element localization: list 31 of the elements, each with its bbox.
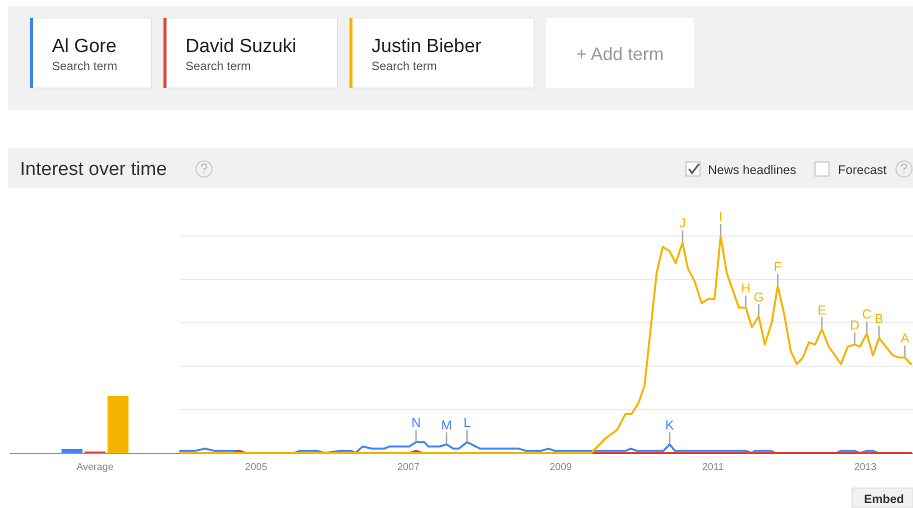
text: David Suzuki [186,36,296,57]
text: Forecast [838,163,888,177]
annotation: I [718,209,722,224]
annotation: B [874,310,884,326]
x-tick-label: 2011 [702,462,724,473]
text: Al Gore [52,36,116,57]
text: Search term [186,59,251,73]
x-tick-label: 2007 [397,462,420,473]
annotation: C [862,306,872,322]
text: Search term [372,59,437,73]
annotation: G [754,289,764,304]
x-tick-label: 2009 [550,462,572,473]
x-tick-label: 2013 [854,462,877,473]
text: + Add term [576,44,664,64]
text: News headlines [708,163,796,177]
annotation: D [850,318,860,332]
annotation: M [441,417,452,432]
annotation: N [411,415,421,430]
text: Embed [864,492,904,506]
text: Search term [52,59,118,73]
annotation: E [818,302,827,318]
annotation: F [774,258,782,274]
text: Justin Bieber [372,36,482,57]
annotation: H [741,280,750,296]
text: Interest over time [20,159,167,180]
annotation: L [463,415,471,430]
annotation: A [900,330,910,346]
annotation: K [665,417,674,432]
x-tick-label: 2005 [245,462,268,473]
annotation: J [679,216,686,231]
x-tick-label: Average [76,462,114,473]
